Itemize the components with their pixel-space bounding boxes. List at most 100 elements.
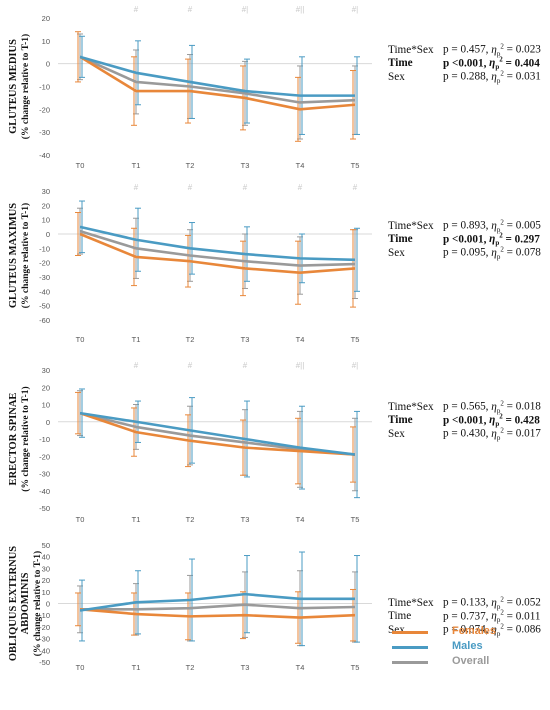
y-tick-label: 0 xyxy=(46,60,50,69)
x-tick-label: T0 xyxy=(76,663,85,672)
y-axis-label: GLUTEUS MAXIMUS (% change relative to T-1… xyxy=(8,203,31,308)
y-axis-label: ERECTOR SPINAE (% change relative to T-1) xyxy=(8,386,31,491)
stat-eta-symbol: ηp2 xyxy=(491,399,504,415)
stat-eta-value: = 0.086 xyxy=(503,623,541,636)
stat-p-value: p = 0.737, xyxy=(443,610,492,623)
y-axis-label-sub: (% change relative to T-1) xyxy=(20,34,31,139)
stat-row: Time*Sex p = 0.893, ηp2 = 0.005 xyxy=(388,216,541,234)
y-tick-label: -60 xyxy=(39,316,50,325)
stat-label: Time xyxy=(388,233,413,246)
y-tick-label: 20 xyxy=(42,201,50,210)
series-line-males xyxy=(79,411,356,456)
x-tick-label: T5 xyxy=(351,335,360,344)
x-tick-label: T3 xyxy=(241,161,250,170)
significance-marker: # xyxy=(298,183,303,192)
y-axis-label-sub: (% change relative to T-1) xyxy=(20,386,31,491)
y-axis-label: OBLIQUUS EXTERNUSABDOMINIS (% change rela… xyxy=(8,546,43,661)
stat-eta-value: = 0.023 xyxy=(503,43,541,56)
y-tick-label: -30 xyxy=(39,470,50,479)
series-line-overall xyxy=(80,603,356,611)
x-tick-label: T4 xyxy=(296,663,305,672)
stat-label: Sex xyxy=(388,70,405,83)
stat-eta-value: = 0.404 xyxy=(502,57,540,70)
y-tick-label: 10 xyxy=(42,401,50,410)
y-tick-label: 20 xyxy=(42,383,50,392)
x-tick-label: T4 xyxy=(296,161,305,170)
series-line-females xyxy=(79,232,356,275)
y-tick-label: 20 xyxy=(42,14,50,23)
x-tick-label: T1 xyxy=(132,335,141,344)
y-tick-label: 0 xyxy=(46,418,50,427)
y-tick-label: -30 xyxy=(39,273,50,282)
stat-row: Sex p = 0.430, ηp2 = 0.017 xyxy=(388,424,541,442)
y-tick-label: 30 xyxy=(42,564,50,573)
x-tick-label: T2 xyxy=(186,335,195,344)
stat-eta-value: = 0.018 xyxy=(503,400,541,413)
y-axis-label-main: ERECTOR SPINAE xyxy=(8,393,19,486)
x-tick-label: T2 xyxy=(186,663,195,672)
y-tick-label: -30 xyxy=(39,128,50,137)
x-tick-label: T1 xyxy=(132,663,141,672)
x-tick-label: T2 xyxy=(186,161,195,170)
stat-eta-value: = 0.017 xyxy=(503,427,541,440)
stat-label: Time*Sex xyxy=(388,400,434,413)
stat-p-value: p = 0.457, xyxy=(443,43,492,56)
y-tick-label: -50 xyxy=(39,658,50,667)
stat-p-value: p <0.001, xyxy=(443,233,490,246)
stat-row: Sex p = 0.288, ηp2 = 0.031 xyxy=(388,67,541,85)
stat-eta-symbol: ηp2 xyxy=(491,42,504,58)
series-line-females xyxy=(79,55,356,111)
stats-panel-4: Time*Sex p = 0.133, ηp2 = 0.052 Time p = 0.… xyxy=(388,593,541,639)
significance-marker: # xyxy=(188,5,193,14)
stat-eta-symbol: ηp2 xyxy=(491,218,504,234)
stat-row: Sex p = 0.074, ηp2 = 0.086 xyxy=(388,620,541,639)
stat-p-value: p = 0.095, xyxy=(443,246,492,259)
y-tick-label: 40 xyxy=(42,553,50,562)
stat-p-value: p <0.001, xyxy=(443,414,490,427)
y-tick-label: 10 xyxy=(42,37,50,46)
stat-eta-value: = 0.011 xyxy=(503,610,541,623)
significance-marker: # xyxy=(243,361,248,370)
y-tick-label: -40 xyxy=(39,646,50,655)
stat-row: Sex p = 0.095, ηp2 = 0.078 xyxy=(388,243,541,261)
significance-marker: #|| xyxy=(296,5,305,14)
x-tick-label: T2 xyxy=(186,515,195,524)
stat-row: Time*Sex p = 0.133, ηp2 = 0.052 xyxy=(388,593,541,611)
x-tick-label: T0 xyxy=(76,161,85,170)
significance-marker: # xyxy=(134,5,139,14)
y-axis-label-sub: (% change relative to T-1) xyxy=(20,203,31,308)
stat-label: Time*Sex xyxy=(388,43,434,56)
significance-marker: #| xyxy=(352,5,359,14)
stats-panel-2: Time*Sex p = 0.893, ηp2 = 0.005 Time p <0.0… xyxy=(388,216,541,261)
legend-swatch-females xyxy=(392,631,428,634)
chart-2: 30 20 10 0 -10 -20 -30 -40 -50 -60 T0 T1 T2 T3 T4 T5 # # #… xyxy=(8,183,372,344)
stat-label: Time xyxy=(388,414,413,427)
stat-eta-symbol: ηp2 xyxy=(491,595,504,611)
legend-label-males: Males xyxy=(452,640,483,652)
series-line-males xyxy=(79,592,355,612)
series-line-females xyxy=(79,608,356,619)
y-tick-label: -20 xyxy=(39,105,50,114)
y-tick-label: -40 xyxy=(39,287,50,296)
series-line-males xyxy=(79,55,355,97)
significance-marker: # xyxy=(243,183,248,192)
stat-label: Time xyxy=(388,610,412,623)
x-tick-label: T4 xyxy=(296,515,305,524)
stat-label: Time*Sex xyxy=(388,596,434,609)
x-tick-label: T3 xyxy=(241,335,250,344)
y-tick-label: 10 xyxy=(42,216,50,225)
y-tick-label: -10 xyxy=(39,244,50,253)
stat-eta-symbol: ηp2 xyxy=(491,608,504,625)
y-tick-label: -10 xyxy=(39,611,50,620)
stat-label: Time xyxy=(388,57,413,70)
stat-eta-symbol: ηp2 xyxy=(489,231,503,248)
x-tick-label: T0 xyxy=(76,335,85,344)
y-axis-label-main: ABDOMINIS xyxy=(20,572,31,634)
y-tick-label: -10 xyxy=(39,435,50,444)
stat-eta-value: = 0.297 xyxy=(502,233,540,246)
y-tick-label: -40 xyxy=(39,487,50,496)
legend-swatch-overall xyxy=(392,661,428,664)
stat-eta-symbol: ηp2 xyxy=(491,622,504,639)
y-axis-label: GLUTEUS MEDIUS (% change relative to T-1) xyxy=(8,34,31,139)
